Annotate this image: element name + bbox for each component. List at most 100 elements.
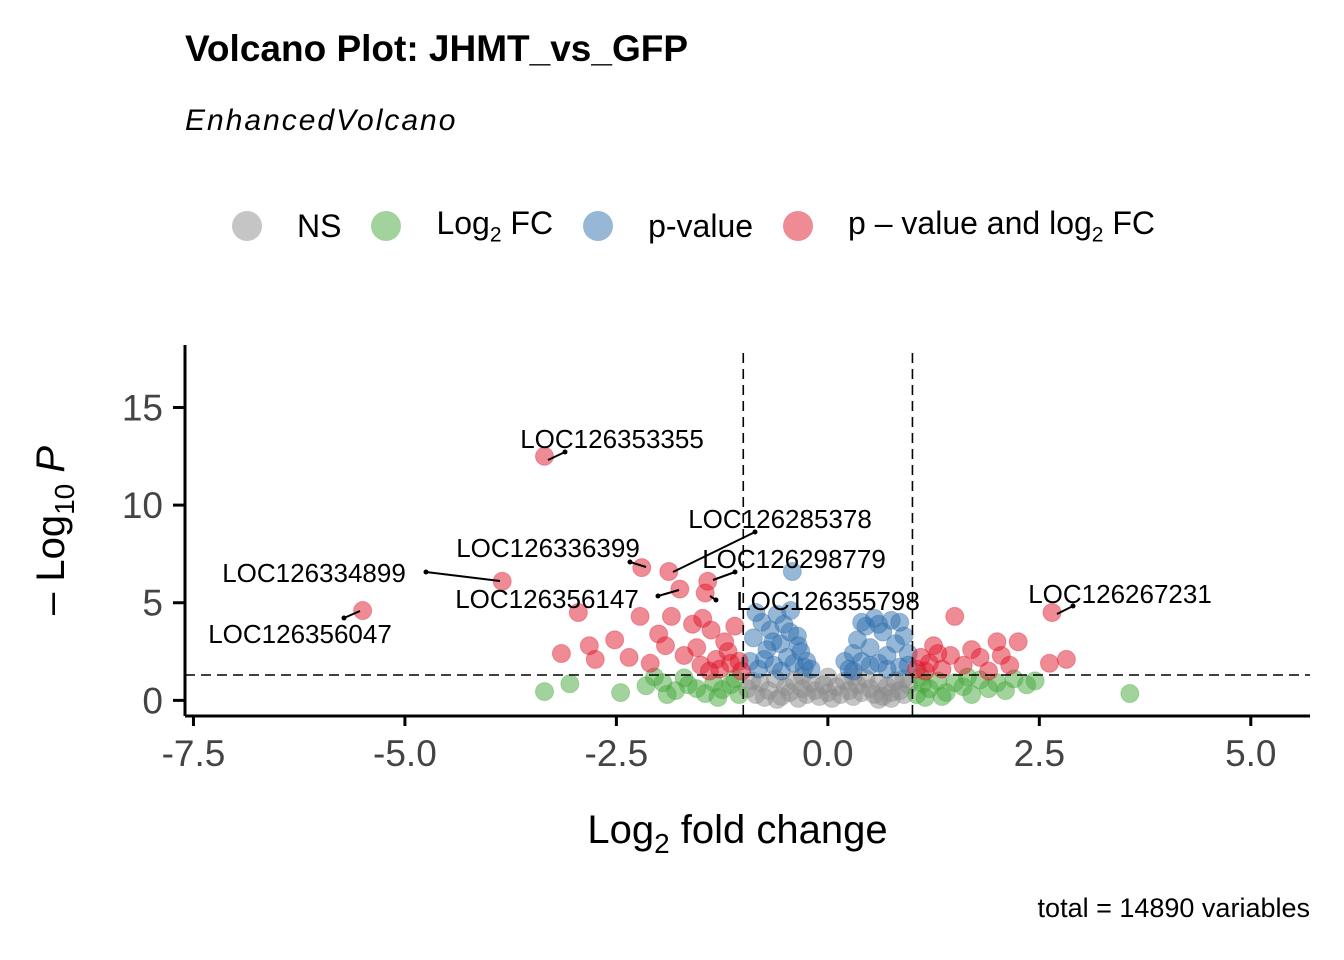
data-point xyxy=(970,647,990,667)
data-point xyxy=(699,661,719,681)
data-point xyxy=(890,612,910,632)
data-point xyxy=(674,668,694,688)
legend-marker-icon xyxy=(232,211,262,242)
legend-item-ns: NS xyxy=(232,208,341,245)
data-point xyxy=(771,661,791,681)
data-point xyxy=(788,636,808,656)
data-point xyxy=(353,601,373,621)
gene-label: LOC126267231 xyxy=(1028,579,1212,609)
data-point xyxy=(630,606,650,626)
gene-label: LOC126336399 xyxy=(456,533,640,563)
data-point xyxy=(655,636,675,656)
data-point xyxy=(1008,632,1028,652)
gene-label: LOC126355798 xyxy=(736,586,920,616)
x-tick-label: 5.0 xyxy=(1225,733,1276,774)
data-point xyxy=(877,659,897,679)
data-point xyxy=(860,655,880,675)
gene-label: LOC126285378 xyxy=(688,504,872,534)
chart-title: Volcano Plot: JHMT_vs_GFP xyxy=(185,28,689,69)
data-point xyxy=(657,685,677,705)
data-point xyxy=(763,632,783,652)
gene-label: LOC126356147 xyxy=(455,584,639,614)
data-point xyxy=(915,687,935,707)
chart-subtitle: EnhancedVolcano xyxy=(185,104,458,137)
data-point xyxy=(743,628,763,648)
x-tick-label: -7.5 xyxy=(162,733,226,774)
data-point xyxy=(941,645,961,665)
data-point xyxy=(661,606,681,626)
label-connector-end xyxy=(713,597,719,603)
data-point xyxy=(781,601,801,621)
data-point xyxy=(585,649,605,669)
data-point xyxy=(782,562,802,582)
data-point xyxy=(551,644,571,664)
data-point xyxy=(659,562,679,582)
data-point xyxy=(632,558,652,578)
label-connector xyxy=(712,571,736,581)
label-connector xyxy=(1056,605,1074,615)
label-connector-end xyxy=(732,569,738,575)
data-point xyxy=(611,683,631,703)
chart-caption: total = 14890 variables xyxy=(1037,893,1310,923)
gene-label: LOC126353355 xyxy=(520,424,704,454)
legend-marker-icon xyxy=(371,211,402,242)
data-point xyxy=(695,583,715,603)
data-point xyxy=(835,651,855,671)
data-point xyxy=(721,653,741,673)
data-point xyxy=(670,579,690,599)
label-connector-end xyxy=(655,593,661,599)
data-point xyxy=(725,616,745,636)
data-point xyxy=(801,659,821,679)
data-point xyxy=(729,685,749,705)
legend-label-log2fc: Log xyxy=(436,205,490,241)
data-point xyxy=(708,687,728,707)
data-point xyxy=(754,649,774,669)
legend-item-log2fc: Log2 FC xyxy=(371,205,553,247)
data-point xyxy=(818,667,838,687)
data-point xyxy=(754,687,774,707)
x-tick-label: 0.0 xyxy=(802,733,853,774)
gene-label: LOC126334899 xyxy=(222,558,406,588)
data-point xyxy=(780,622,800,642)
data-point xyxy=(568,603,588,623)
y-tick-label: 15 xyxy=(122,387,163,428)
label-connector-end xyxy=(1070,603,1076,609)
label-connector xyxy=(425,571,501,582)
data-point xyxy=(1000,655,1020,675)
legend-marker-icon xyxy=(783,211,814,242)
legend: NS Log2 FC p-value p – value and log2 FC xyxy=(232,205,1185,247)
data-point xyxy=(687,638,707,658)
y-tick-label: 0 xyxy=(142,680,163,721)
label-connector xyxy=(657,589,680,597)
y-tick-label: 5 xyxy=(142,583,163,624)
legend-label-both-sub: 2 xyxy=(1091,223,1104,247)
data-point xyxy=(1056,649,1076,669)
data-point xyxy=(534,446,554,466)
gene-label: LOC126298779 xyxy=(702,544,886,574)
legend-item-pvalue: p-value xyxy=(583,208,753,245)
data-point xyxy=(979,661,999,681)
x-tick-label: 2.5 xyxy=(1014,733,1065,774)
data-point xyxy=(560,674,580,694)
data-point xyxy=(915,661,935,681)
data-point xyxy=(1120,684,1140,704)
label-connector xyxy=(629,561,647,568)
data-point xyxy=(962,685,982,705)
data-point xyxy=(1025,671,1045,691)
legend-label-both-rest: FC xyxy=(1103,205,1156,241)
x-axis-title: Log2 fold change xyxy=(587,808,887,859)
legend-label-log2fc-sub: 2 xyxy=(489,223,502,247)
label-connector-end xyxy=(752,529,758,535)
data-point xyxy=(924,636,944,656)
label-connector-end xyxy=(627,559,633,565)
legend-label-pvalue: p-value xyxy=(648,207,754,244)
data-point xyxy=(860,638,880,658)
data-point xyxy=(701,620,721,640)
legend-marker-icon xyxy=(583,211,614,242)
x-tick-label: -5.0 xyxy=(373,733,437,774)
y-axis-title: – Log10 P xyxy=(29,446,80,615)
data-point xyxy=(869,614,889,634)
data-point xyxy=(605,630,625,650)
data-point xyxy=(932,659,952,679)
